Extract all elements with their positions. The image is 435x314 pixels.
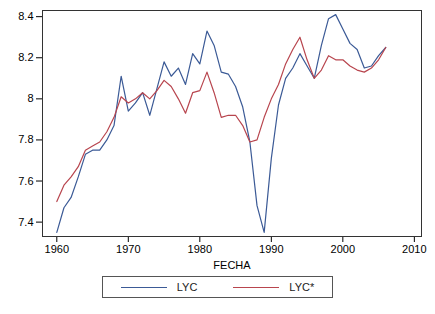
svg-text:7.4: 7.4 <box>18 216 33 228</box>
svg-text:1970: 1970 <box>116 243 140 255</box>
svg-text:8.4: 8.4 <box>18 10 33 22</box>
html-text:LYC: LYC <box>176 281 198 293</box>
svg-text:8.2: 8.2 <box>18 51 33 63</box>
svg-text:FECHA: FECHA <box>213 259 251 271</box>
svg-text:1980: 1980 <box>188 243 212 255</box>
html-text:LYC*: LYC* <box>289 281 315 293</box>
svg-text:2000: 2000 <box>331 243 355 255</box>
svg-text:8: 8 <box>27 92 33 104</box>
svg-text:2010: 2010 <box>402 243 426 255</box>
svg-text:7.8: 7.8 <box>18 133 33 145</box>
svg-text:7.6: 7.6 <box>18 175 33 187</box>
svg-text:1990: 1990 <box>259 243 283 255</box>
svg-text:1960: 1960 <box>45 243 69 255</box>
